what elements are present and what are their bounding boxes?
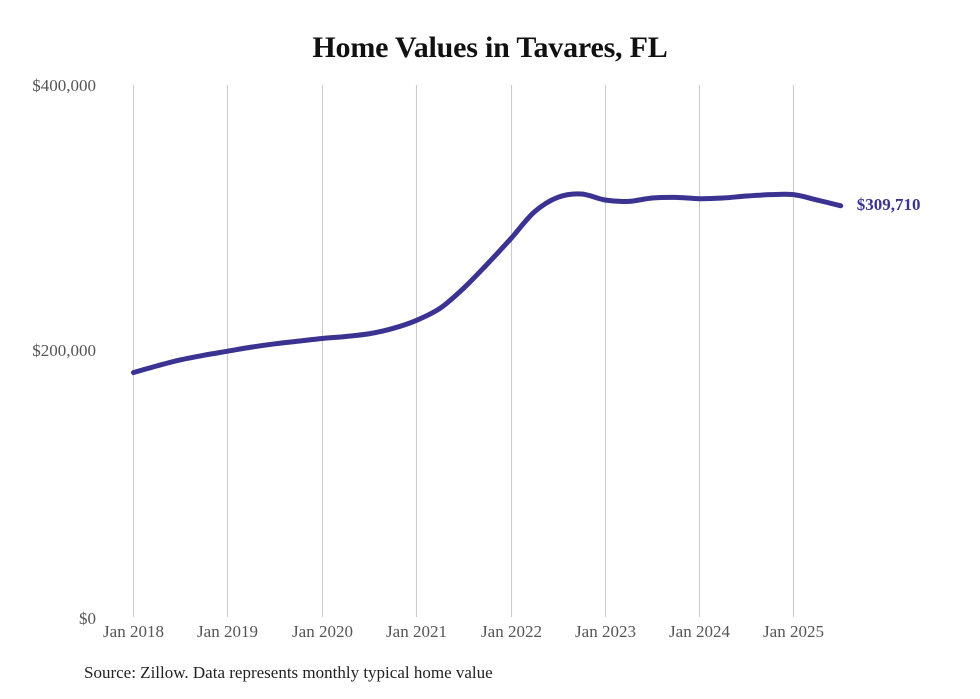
x-tick-label-jan-2022: Jan 2022: [481, 622, 542, 641]
chart-title: Home Values in Tavares, FL: [312, 31, 668, 64]
y-tick-label-400000: $400,000: [32, 76, 96, 95]
x-tick-label-jan-2025: Jan 2025: [763, 622, 824, 641]
x-tick-label-jan-2020: Jan 2020: [292, 622, 353, 641]
source-note: Source: Zillow. Data represents monthly …: [84, 663, 493, 682]
y-tick-label-0: $0: [79, 609, 96, 628]
x-tick-label-jan-2019: Jan 2019: [197, 622, 258, 641]
y-tick-label-200000: $200,000: [32, 341, 96, 360]
x-tick-label-jan-2018: Jan 2018: [103, 622, 164, 641]
x-tick-label-jan-2024: Jan 2024: [669, 622, 730, 641]
series-end-value-label: $309,710: [856, 194, 921, 214]
x-tick-label-jan-2023: Jan 2023: [575, 622, 636, 641]
x-tick-label-jan-2021: Jan 2021: [386, 622, 447, 641]
data-line-typical-home-value: [131, 191, 844, 376]
